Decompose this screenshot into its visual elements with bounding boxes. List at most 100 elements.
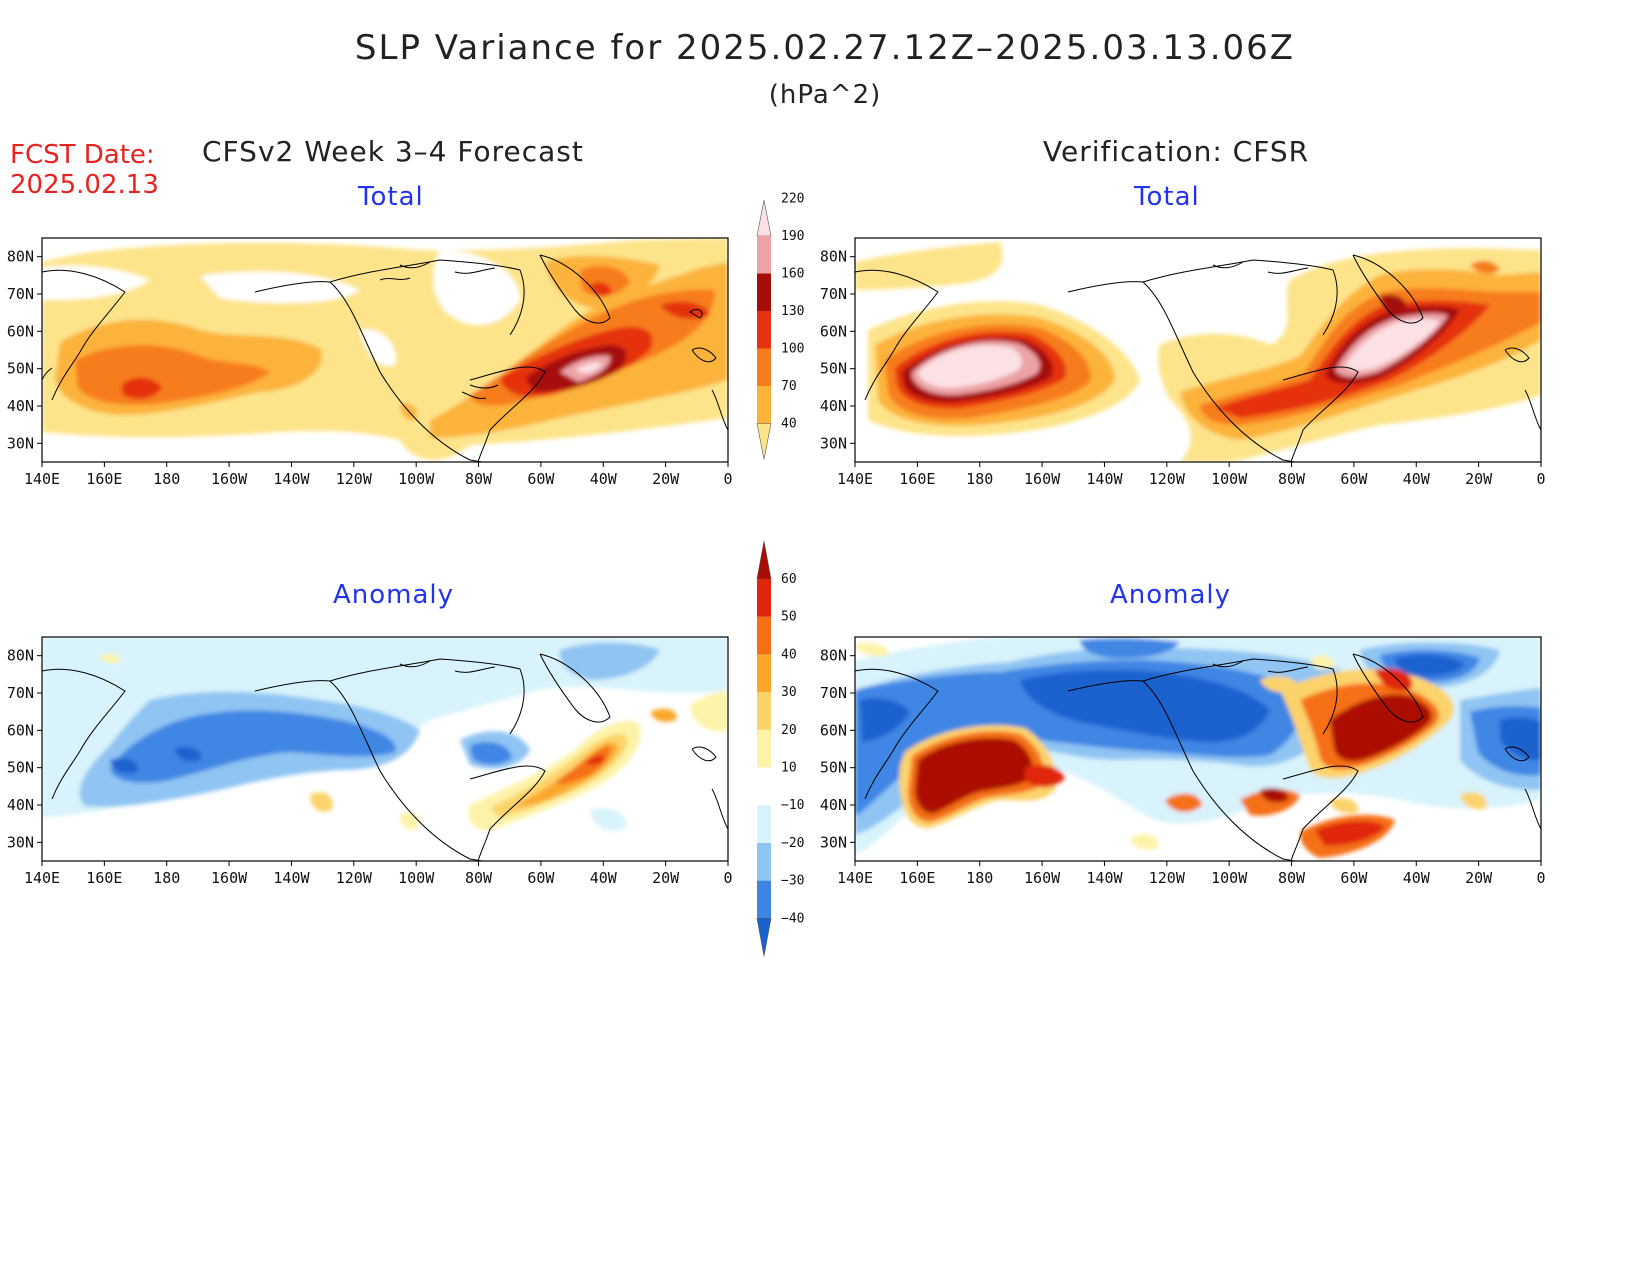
total-colorbar: 40 70 100 130 160 190 220	[756, 192, 804, 460]
lon-tick-label: 120W	[336, 869, 373, 887]
forecast-anomaly-title: Anomaly	[333, 580, 455, 610]
lon-tick-label: 80W	[465, 470, 493, 488]
colorbar-tick-label: 40	[781, 417, 797, 432]
lat-tick-label: 80N	[820, 647, 847, 665]
colorbar-segment	[757, 311, 771, 349]
forecast-total-title: Total	[358, 182, 424, 212]
forecast-total-frame	[41, 237, 729, 463]
colorbar-tick-label: 190	[781, 229, 804, 244]
colorbar-top-extension	[756, 540, 772, 580]
lat-tick-label: 40N	[7, 796, 34, 814]
colorbar-tick-label: −30	[781, 874, 804, 889]
lat-tick-label: 50N	[7, 360, 34, 378]
forecast-total-axis-ticks: 80N 70N 60N 50N 40N 30N 140E 160E 180 160W 140W 120…	[7, 248, 733, 488]
colorbar-segment	[757, 654, 771, 693]
lon-tick-label: 140E	[837, 869, 873, 887]
units-label: (hPa^2)	[768, 80, 882, 110]
lon-tick-label: 160E	[899, 470, 935, 488]
lon-tick-label: 120W	[1149, 869, 1186, 887]
lon-tick-label: 0	[1536, 470, 1545, 488]
colorbar-tick-label: 10	[781, 761, 797, 776]
lon-tick-label: 40W	[590, 869, 618, 887]
lat-tick-label: 80N	[820, 248, 847, 266]
lon-tick-label: 60W	[1340, 869, 1368, 887]
lat-tick-label: 30N	[820, 833, 847, 851]
lon-tick-label: 40W	[1403, 470, 1431, 488]
lat-tick-label: 50N	[820, 759, 847, 777]
lon-tick-label: 80W	[465, 869, 493, 887]
colorbar-bottom-extension	[756, 918, 772, 957]
lon-tick-label: 160W	[211, 470, 248, 488]
lon-tick-label: 180	[153, 869, 180, 887]
colorbar-tick-label: 160	[781, 267, 804, 282]
lon-tick-label: 80W	[1278, 869, 1306, 887]
lat-tick-label: 80N	[7, 248, 34, 266]
verification-total-fill	[855, 242, 1541, 462]
forecast-total-fill	[42, 238, 728, 460]
lon-tick-label: 60W	[527, 869, 555, 887]
lon-tick-label: 20W	[1465, 470, 1493, 488]
colorbar-tick-label: 50	[781, 610, 797, 625]
verification-anomaly-axis-ticks: 80N 70N 60N 50N 40N 30N 140E 160E 180 160W 140W 120…	[820, 647, 1546, 887]
lon-tick-label: 140W	[273, 470, 310, 488]
lon-tick-label: 100W	[398, 470, 435, 488]
forecast-date-label: FCST Date:	[10, 140, 155, 170]
lon-tick-label: 140W	[273, 869, 310, 887]
colorbar-tick-label: 70	[781, 379, 797, 394]
anomaly-colorbar: −40 −30 −20 −10 10 20 30 40 50 60	[756, 540, 804, 957]
lon-tick-label: 0	[723, 869, 732, 887]
forecast-anomaly-coastlines	[42, 653, 728, 861]
lon-tick-label: 140W	[1086, 869, 1123, 887]
lat-tick-label: 70N	[7, 285, 34, 303]
lon-tick-label: 160W	[211, 869, 248, 887]
lon-tick-label: 180	[966, 470, 993, 488]
lon-tick-label: 100W	[1211, 869, 1248, 887]
lon-tick-label: 140E	[24, 869, 60, 887]
colorbar-tick-label: 100	[781, 342, 804, 357]
lon-tick-label: 100W	[1211, 470, 1248, 488]
forecast-total-coastlines	[42, 254, 728, 462]
colorbar-segment	[757, 842, 771, 881]
verification-anomaly-title: Anomaly	[1110, 580, 1232, 610]
verification-anomaly-map: 80N 70N 60N 50N 40N 30N 140E 160E 180 160W 140W 120…	[820, 636, 1546, 887]
lat-tick-label: 80N	[7, 647, 34, 665]
lon-tick-label: 20W	[652, 470, 680, 488]
lat-tick-label: 40N	[820, 397, 847, 415]
lat-tick-label: 30N	[7, 434, 34, 452]
colorbar-tick-label: −20	[781, 836, 804, 851]
lon-tick-label: 160E	[899, 869, 935, 887]
colorbar-tick-label: −10	[781, 798, 804, 813]
colorbar-segment	[757, 273, 771, 311]
lat-tick-label: 70N	[820, 684, 847, 702]
lat-tick-label: 30N	[820, 434, 847, 452]
colorbar-top-extension	[756, 199, 772, 237]
lon-tick-label: 160E	[86, 470, 122, 488]
colorbar-segment	[757, 805, 771, 843]
lon-tick-label: 160W	[1024, 470, 1061, 488]
colorbar-tick-label: −40	[781, 911, 804, 926]
lat-tick-label: 50N	[820, 360, 847, 378]
verification-total-axis-ticks: 80N 70N 60N 50N 40N 30N 140E 160E 180 160W 140W 120…	[820, 248, 1546, 488]
lon-tick-label: 20W	[1465, 869, 1493, 887]
forecast-date-value: 2025.02.13	[10, 170, 159, 200]
colorbar-tick-label: 40	[781, 647, 797, 662]
lon-tick-label: 160W	[1024, 869, 1061, 887]
colorbar-segment	[757, 348, 771, 386]
colorbar-segment	[757, 386, 771, 424]
colorbar-segment	[757, 767, 771, 806]
colorbar-tick-label: 20	[781, 723, 797, 738]
verification-total-title: Total	[1134, 182, 1200, 212]
lon-tick-label: 80W	[1278, 470, 1306, 488]
lon-tick-label: 160E	[86, 869, 122, 887]
lat-tick-label: 60N	[7, 721, 34, 739]
lon-tick-label: 100W	[398, 869, 435, 887]
verification-total-frame	[854, 237, 1542, 463]
lon-tick-label: 140E	[24, 470, 60, 488]
verification-anomaly-fill	[855, 637, 1541, 858]
lon-tick-label: 180	[966, 869, 993, 887]
lat-tick-label: 50N	[7, 759, 34, 777]
forecast-anomaly-frame	[41, 636, 729, 862]
colorbar-tick-label: 130	[781, 304, 804, 319]
lon-tick-label: 0	[1536, 869, 1545, 887]
lon-tick-label: 0	[723, 470, 732, 488]
